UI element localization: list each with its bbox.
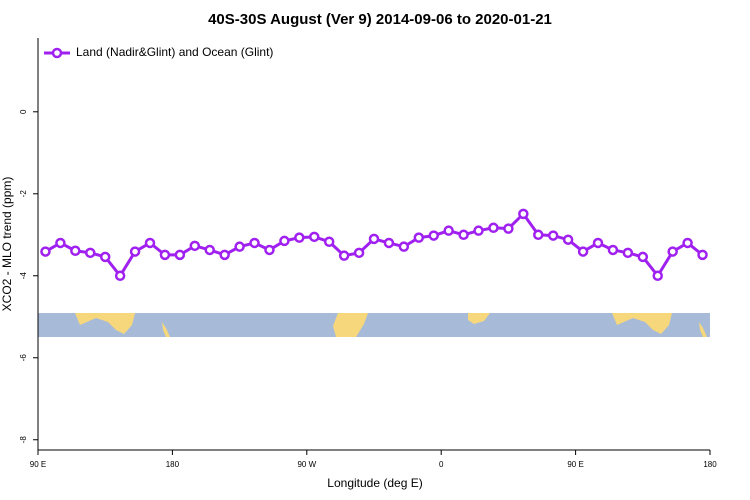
data-point — [383, 237, 395, 249]
data-point — [518, 208, 529, 220]
data-point — [607, 244, 619, 256]
data-point — [55, 237, 66, 249]
data-point — [70, 245, 81, 257]
data-point — [503, 223, 514, 234]
x-tick-label: 90 E — [567, 460, 583, 469]
legend-marker — [51, 47, 63, 59]
x-tick-label: 180 — [703, 460, 717, 469]
data-point — [697, 249, 708, 261]
x-axis-label: Longitude (deg E) — [327, 476, 422, 490]
data-point — [204, 244, 215, 256]
data-point — [533, 229, 544, 241]
data-point — [622, 247, 634, 259]
chart-title: 40S-30S August (Ver 9) 2014-09-06 to 202… — [208, 11, 552, 28]
data-point — [413, 232, 425, 243]
data-point — [144, 237, 156, 249]
data-point — [99, 251, 111, 263]
data-point — [174, 249, 186, 261]
data-point — [159, 249, 171, 261]
legend-label: Land (Nadir&Glint) and Ocean (Glint) — [76, 45, 273, 59]
data-point — [592, 237, 604, 249]
data-point — [338, 250, 350, 261]
data-point — [249, 237, 260, 249]
y-tick-label: -2 — [19, 190, 28, 198]
data-point — [682, 237, 693, 249]
x-tick-label: 180 — [166, 460, 180, 469]
x-tick-label: 90 W — [297, 460, 316, 469]
data-point — [353, 247, 365, 259]
data-point — [85, 247, 96, 259]
data-point — [294, 232, 305, 243]
data-point — [40, 246, 51, 257]
data-point — [114, 270, 126, 282]
data-point — [368, 233, 380, 245]
data-point — [667, 246, 678, 257]
series-line — [44, 211, 704, 279]
data-point — [309, 231, 320, 243]
data-point — [488, 222, 499, 234]
data-point — [219, 249, 230, 261]
x-tick-label: 90 E — [30, 460, 46, 469]
data-point — [652, 270, 663, 282]
data-point — [279, 235, 290, 247]
data-point — [562, 234, 574, 245]
data-point — [323, 236, 335, 247]
map-strip — [38, 313, 710, 337]
data-point — [547, 230, 559, 241]
data-point — [637, 251, 649, 263]
data-point — [398, 241, 410, 252]
data-point — [189, 240, 201, 252]
data-point — [234, 241, 245, 252]
data-point — [577, 246, 589, 257]
data-point — [428, 230, 439, 241]
data-point — [473, 225, 484, 236]
data-point — [129, 246, 141, 257]
data-point — [443, 225, 454, 236]
data-point — [458, 229, 469, 241]
data-point — [264, 244, 275, 256]
x-tick-label: 0 — [439, 460, 444, 469]
y-tick-label: -8 — [19, 436, 28, 444]
y-tick-label: 0 — [19, 109, 28, 114]
y-axis-label: XCO2 - MLO trend (ppm) — [0, 177, 14, 312]
y-tick-label: -4 — [19, 272, 28, 280]
y-tick-label: -6 — [19, 354, 28, 362]
